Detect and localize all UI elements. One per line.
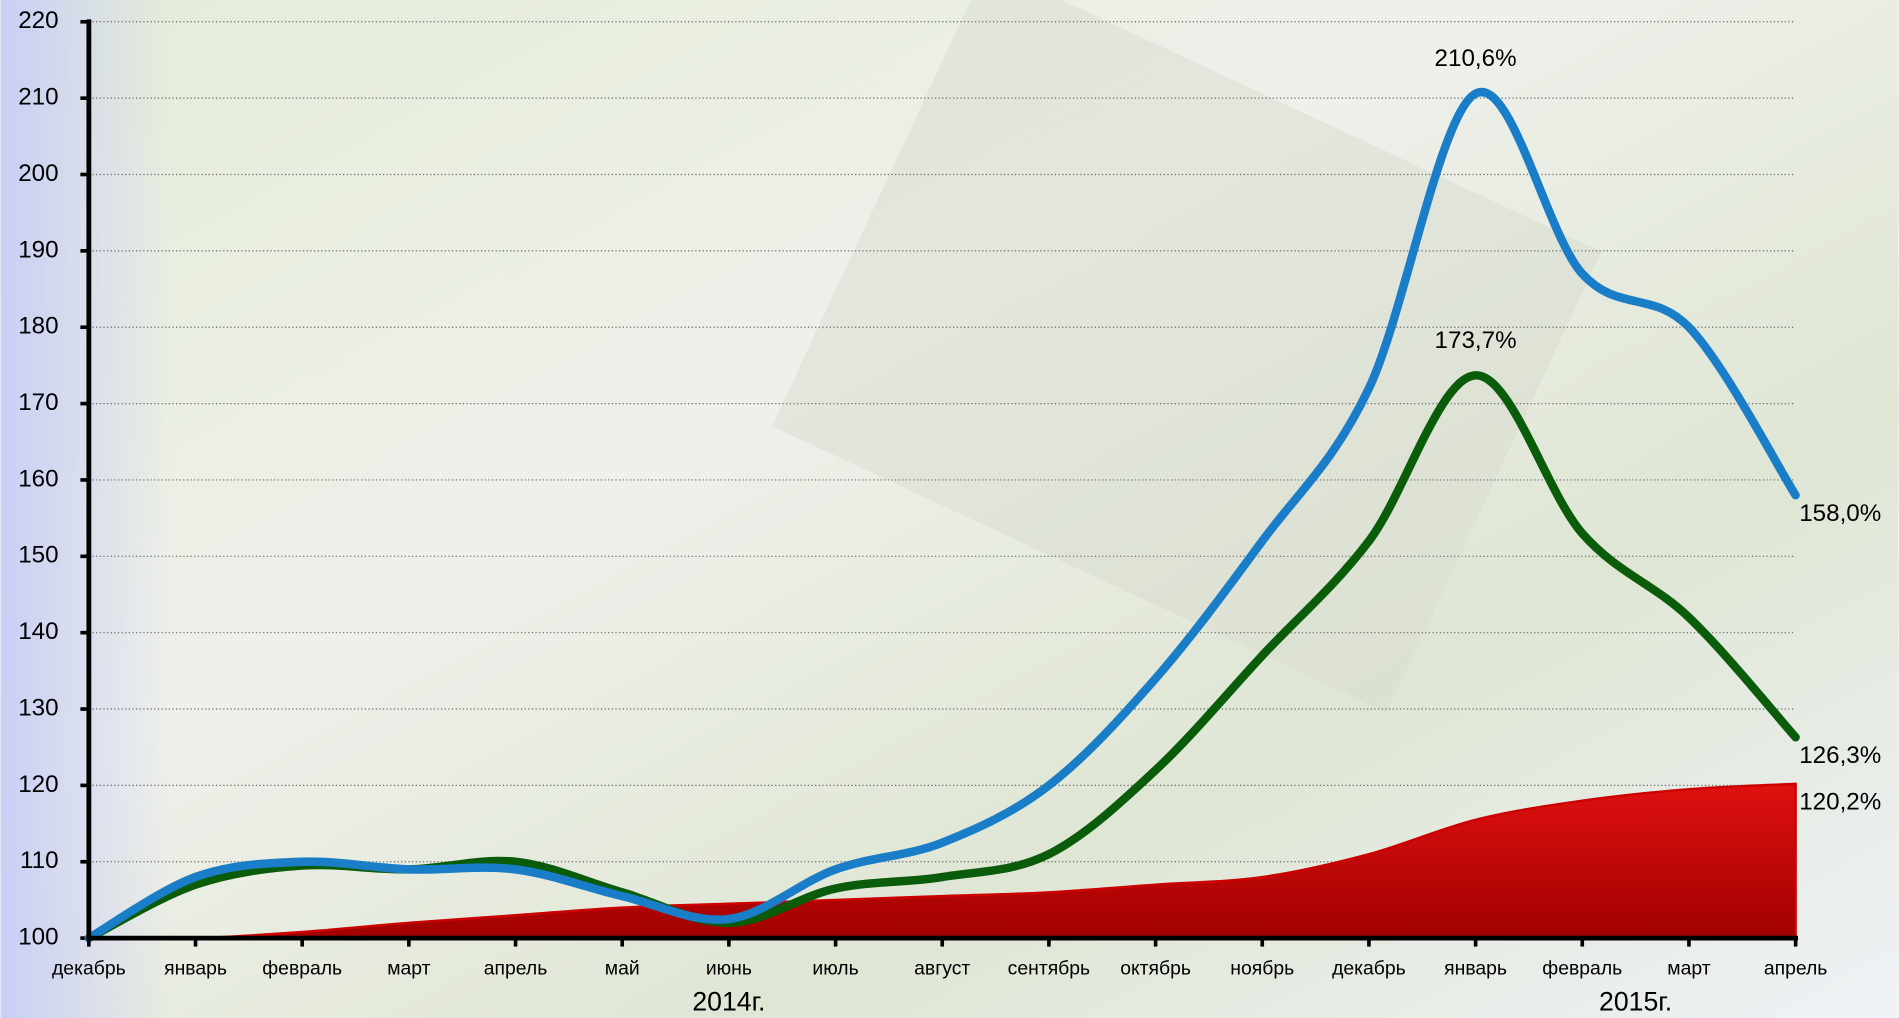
x-tick-label: июль <box>812 958 858 980</box>
x-tick-label: август <box>914 958 970 980</box>
x-tick-label: январь <box>164 958 227 980</box>
y-tick-label: 210 <box>18 84 58 111</box>
y-tick-label: 130 <box>18 694 58 721</box>
line <box>84 87 1800 943</box>
y-tick-label: 150 <box>18 542 58 569</box>
data-label: 120,2% <box>1799 789 1881 816</box>
x-tick-label: май <box>605 958 640 980</box>
y-tick-label: 180 <box>18 313 58 340</box>
y-tick-label: 220 <box>18 7 58 34</box>
banknote-decor <box>772 0 1602 713</box>
data-label: 210,6% <box>1435 45 1517 72</box>
x-tick-label: декабрь <box>52 958 126 980</box>
x-tick-label: июнь <box>706 958 752 980</box>
x-tick-label: март <box>387 958 430 980</box>
x-tick-label: апрель <box>484 958 548 980</box>
x-tick-label: октябрь <box>1120 958 1191 980</box>
area <box>88 782 1797 940</box>
plot: 100 110 120 130 140 150 160 170 180 190 200 210 220 1… <box>18 7 1881 1016</box>
x-tick-label: февраль <box>262 958 342 980</box>
y-tick-label: 110 <box>20 847 59 874</box>
y-tick-label: 120 <box>18 771 58 798</box>
year-label: 2015г. <box>1599 987 1672 1017</box>
data-label: 126,3% <box>1799 742 1881 769</box>
x-tick-label: февраль <box>1542 958 1622 980</box>
x-tick-label: сентябрь <box>1008 958 1090 980</box>
x-tick-label: апрель <box>1764 958 1828 980</box>
y-tick-label: 170 <box>18 389 58 416</box>
x-tick-label: март <box>1667 958 1710 980</box>
y-tick-label: 190 <box>18 236 58 263</box>
background-edge <box>0 0 170 1018</box>
y-tick-label: 200 <box>18 160 58 187</box>
y-tick-label: 160 <box>18 465 58 492</box>
y-tick-label: 100 <box>18 924 58 951</box>
data-label: 158,0% <box>1799 500 1881 527</box>
x-tick-label: январь <box>1444 958 1507 980</box>
x-tick-label: ноябрь <box>1230 958 1294 980</box>
data-label: 173,7% <box>1435 327 1517 354</box>
x-tick-label: декабрь <box>1332 958 1406 980</box>
year-label: 2014г. <box>692 987 765 1017</box>
y-tick-label: 140 <box>18 618 58 645</box>
